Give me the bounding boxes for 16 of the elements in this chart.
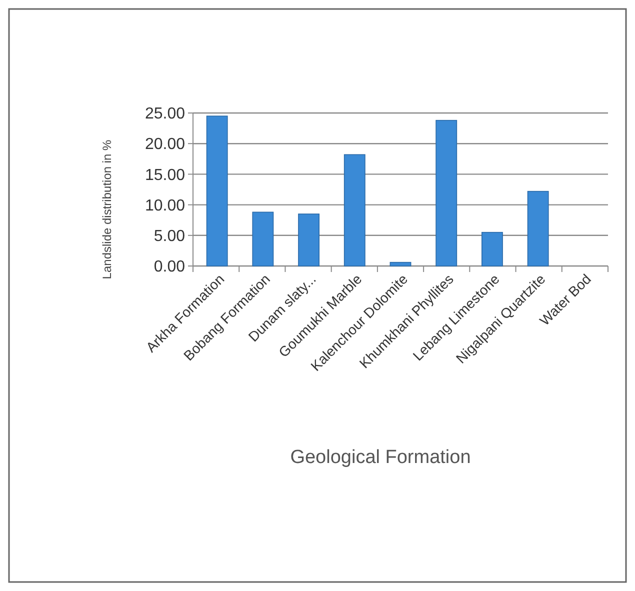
bar	[252, 212, 274, 266]
bar	[390, 262, 412, 266]
bar	[481, 232, 503, 266]
y-tick-label: 15.00	[144, 166, 186, 184]
bar	[527, 190, 549, 266]
y-tick-label: 25.00	[144, 106, 186, 123]
y-tick-label: 10.00	[144, 197, 186, 214]
y-axis-title: Landslide distribution in %	[100, 139, 114, 280]
bar	[344, 154, 366, 266]
bar	[206, 116, 228, 266]
bar	[436, 120, 458, 266]
y-tick-label: 0.00	[154, 258, 186, 276]
y-tick-label: 5.00	[154, 228, 186, 245]
x-axis-title: Geological Formation	[290, 447, 471, 468]
bar	[298, 214, 320, 266]
y-tick-label: 20.00	[144, 136, 186, 154]
